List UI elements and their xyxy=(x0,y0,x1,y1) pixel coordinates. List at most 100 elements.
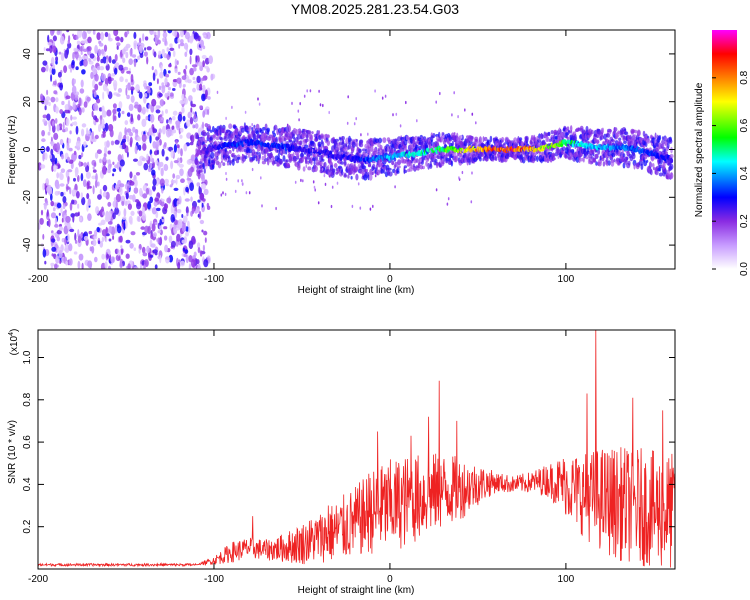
spectrogram-noise-blob xyxy=(81,69,86,75)
spectrogram-noise-blob xyxy=(59,30,63,37)
spectrogram-ridge-halo xyxy=(380,169,385,174)
spectrogram-outlier xyxy=(321,167,324,171)
spectrogram-noise-blob xyxy=(162,37,166,42)
spectrogram-ridge-halo xyxy=(646,159,649,163)
spectrogram-noise-blob xyxy=(133,104,140,109)
spectrogram-outlier xyxy=(297,109,300,113)
spectrogram-noise-blob xyxy=(87,36,92,44)
spectrogram-noise-blob xyxy=(119,76,124,83)
spectrogram-noise-blob xyxy=(149,30,154,36)
spectrogram-noise-blob xyxy=(165,128,172,138)
spectrogram-noise-blob xyxy=(163,163,169,172)
spectrogram-ridge-halo xyxy=(266,127,271,133)
spectrogram-noise-blob xyxy=(98,222,103,226)
spectrogram-noise-blob xyxy=(149,162,153,169)
spectrogram-outlier xyxy=(234,189,237,193)
colorbar-tick-label: 0.6 xyxy=(739,118,750,132)
spectrogram-noise-blob xyxy=(122,57,126,64)
spectrogram-noise-blob xyxy=(184,97,187,105)
spectrogram-noise-blob xyxy=(164,178,170,184)
snr-x-tick-label: -100 xyxy=(204,574,224,585)
spectrogram-noise-blob xyxy=(183,253,187,258)
spectrogram-outlier xyxy=(298,131,300,135)
spectrogram-noise-blob xyxy=(86,46,92,52)
spectrogram-noise-blob xyxy=(65,127,68,132)
spectrogram-ridge-halo xyxy=(484,136,488,142)
spectrogram-noise-blob xyxy=(182,84,186,88)
spectrogram-noise-blob xyxy=(189,67,195,76)
spectrogram-ridge-halo xyxy=(198,169,203,173)
spectrogram-ridge-halo xyxy=(200,158,204,163)
spectrogram-noise-blob xyxy=(146,153,149,161)
spectrogram-ridge-halo xyxy=(492,154,495,161)
spectrogram-ridge-halo xyxy=(305,138,309,143)
spectrogram-noise-blob xyxy=(175,140,178,145)
spectrogram-ridge-halo xyxy=(333,163,338,168)
spectrogram-outlier xyxy=(369,207,372,211)
spectrogram-noise-blob xyxy=(195,208,200,213)
spectrogram-noise-blob xyxy=(81,197,86,206)
spectrogram-noise-blob xyxy=(72,116,77,120)
spectrogram-ridge-halo xyxy=(667,141,670,149)
spectrogram-noise-blob xyxy=(57,71,62,78)
spectrogram-outlier xyxy=(329,174,331,178)
spectrogram-ridge-halo xyxy=(412,167,418,171)
spectrogram-noise-blob xyxy=(68,35,71,42)
spectrogram-noise-blob xyxy=(42,153,45,162)
spectrogram-outlier xyxy=(291,101,293,105)
spectrogram-noise-blob xyxy=(152,141,157,149)
spectrogram-noise-blob xyxy=(104,141,107,147)
spectrogram-noise-blob xyxy=(77,203,80,209)
spectrogram-noise-blob xyxy=(126,94,130,100)
spectrogram-ridge-halo xyxy=(278,158,283,165)
spectrogram-ridge-halo xyxy=(273,133,276,137)
spectrogram-outlier xyxy=(243,141,245,145)
spectrogram-ridge-halo xyxy=(530,134,534,141)
spectrogram-noise-blob xyxy=(76,40,81,45)
spectrogram-noise-blob xyxy=(74,212,80,217)
spectrogram-outlier xyxy=(409,159,411,163)
colorbar-tick-label: 0.8 xyxy=(739,70,750,84)
spectrogram-noise-blob xyxy=(50,262,55,267)
spectrogram-noise-blob xyxy=(181,93,185,101)
spectrogram-ridge-halo xyxy=(355,141,359,148)
spectrogram-noise-blob xyxy=(59,138,64,146)
spectrogram-noise-blob xyxy=(91,246,95,254)
spectrogram-noise-blob xyxy=(107,150,112,155)
spectrogram-noise-blob xyxy=(142,193,148,199)
spectrogram-noise-blob xyxy=(199,250,203,257)
spectrogram-noise-blob xyxy=(52,80,57,86)
spectrogram-noise-blob xyxy=(166,54,170,61)
spectrogram-noise-blob xyxy=(125,84,129,89)
spectrogram-noise-blob xyxy=(139,187,143,197)
spectrogram-ridge-halo xyxy=(368,149,371,156)
spectrogram-ridge-halo xyxy=(222,127,226,134)
spectrogram-noise-blob xyxy=(48,101,51,107)
spectrogram-noise-blob xyxy=(38,222,41,230)
spectrogram-noise-blob xyxy=(53,132,59,140)
spectrogram-noise-blob xyxy=(68,258,73,266)
spectrogram-noise-blob xyxy=(174,58,178,67)
spectrogram-noise-blob xyxy=(129,242,134,249)
spectrogram-noise-blob xyxy=(167,86,171,91)
spectrogram-ridge-halo xyxy=(248,125,252,130)
spectrogram-panel: -200 -100 0 100 40 20 0 -20 -40 Height of strai… xyxy=(7,29,676,296)
spectrogram-noise-blob xyxy=(122,141,126,150)
spectrogram-noise-blob xyxy=(187,79,192,84)
spectrogram-noise-blob xyxy=(52,207,56,212)
spectrogram-noise-blob xyxy=(49,154,52,160)
spectrogram-noise-blob xyxy=(174,30,177,38)
spectrogram-noise-blob xyxy=(74,50,79,60)
spectrogram-outlier xyxy=(471,171,473,175)
spectrogram-ridge-halo xyxy=(299,156,305,163)
spectrogram-y-label: Frequency (Hz) xyxy=(7,116,18,185)
spectrogram-outlier xyxy=(251,123,253,127)
spectrogram-noise-blob xyxy=(164,77,168,86)
spectrogram-noise-blob xyxy=(102,156,107,163)
spectrogram-ridge-halo xyxy=(286,164,291,168)
spectrogram-outlier xyxy=(300,178,302,182)
spectrogram-noise-blob xyxy=(73,150,77,156)
spectrogram-noise-blob xyxy=(172,173,176,179)
spectrogram-outlier xyxy=(318,130,321,134)
spectrogram-noise-blob xyxy=(159,178,165,187)
